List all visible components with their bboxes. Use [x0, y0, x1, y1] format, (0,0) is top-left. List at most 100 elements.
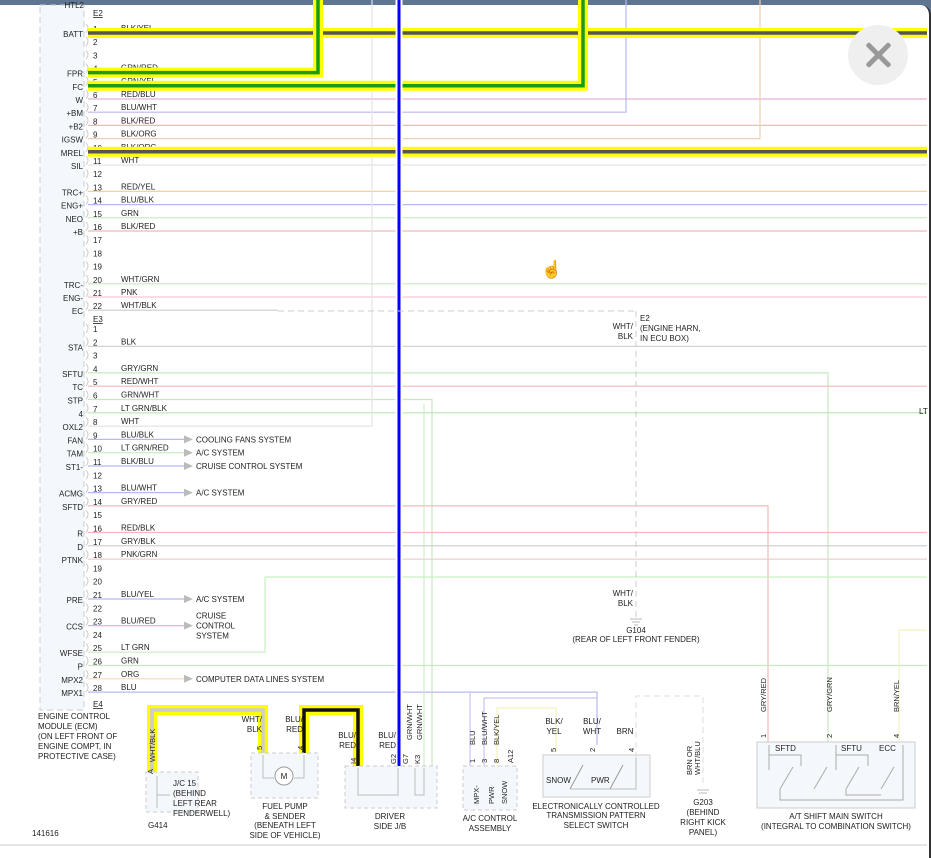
fuel-pump-sender: M WHT/ BLK BLU/ RED 5 4 FUEL PUMP & SEND… — [242, 715, 321, 840]
pin-row: 20 — [85, 576, 102, 587]
pin-row: 9 BLK/ORG IGSW — [62, 129, 157, 145]
pin-terminal-icon — [85, 523, 89, 533]
wire-color-label: RED/BLK — [121, 524, 156, 533]
svg-text:PWR: PWR — [591, 776, 610, 785]
svg-text:YEL: YEL — [546, 727, 562, 736]
pin-number: 14 — [93, 197, 102, 206]
system-reference-label: A/C SYSTEM — [196, 489, 245, 498]
pin-number: 25 — [93, 644, 102, 653]
pin-terminal-icon — [85, 576, 89, 587]
system-reference-label: CRUISE CONTROL SYSTEM — [196, 462, 303, 471]
close-button[interactable] — [848, 25, 908, 85]
svg-text:1: 1 — [468, 759, 477, 763]
svg-text:BLU/: BLU/ — [583, 717, 602, 726]
pin-function-label: ST1- — [66, 463, 84, 472]
connector-e3: E3 — [93, 315, 103, 324]
pin-number: 6 — [93, 392, 98, 401]
wire-color-label: BLU/RED — [121, 617, 156, 626]
svg-text:G7: G7 — [401, 754, 410, 764]
system-reference-label: CRUISE — [196, 612, 226, 621]
pin-number: 26 — [93, 658, 102, 667]
driver-side-junction-block: BLU/ RED BLU/ RED GRN/WHT GRN/WHT I4 G2 … — [338, 704, 438, 831]
pin-number: 19 — [93, 564, 102, 573]
pin-function-label: TRC- — [64, 281, 83, 290]
svg-text:1: 1 — [759, 734, 768, 738]
pin-row: 14 BLU/BLK ENG+ — [61, 195, 155, 211]
wire-color-label: GRN/WHT — [121, 391, 159, 400]
wire-color-label: BLU/YEL — [121, 590, 154, 599]
pin-terminal-icon — [85, 536, 89, 547]
system-reference-label: A/C SYSTEM — [196, 449, 245, 458]
svg-text:BLK/: BLK/ — [545, 717, 563, 726]
pin-function-label: NEO — [66, 215, 83, 224]
pin-terminal-icon — [85, 443, 89, 454]
connector-e2: E2 — [93, 9, 103, 18]
pin-terminal-icon — [85, 261, 89, 271]
wire — [88, 0, 373, 427]
svg-text:DRIVER: DRIVER — [375, 812, 405, 821]
connector-e4: E4 — [93, 700, 103, 709]
pin-function-label: CCS — [66, 623, 83, 632]
pin-terminal-icon — [85, 248, 89, 258]
pin-function-label: SFTU — [62, 370, 83, 379]
svg-text:SELECT SWITCH: SELECT SWITCH — [564, 821, 629, 830]
svg-text:4: 4 — [627, 748, 636, 752]
pin-number: 15 — [93, 511, 102, 520]
pin-row: 6 GRN/WHT STP — [67, 390, 159, 406]
wire — [88, 576, 927, 653]
pin-row: 26 GRN P — [78, 656, 139, 672]
pin-row: 11 WHT SIL — [71, 155, 139, 171]
pin-terminal-icon — [85, 116, 89, 126]
wire-color-label: WHT/BLK — [121, 301, 157, 310]
svg-text:GRY/RED: GRY/RED — [759, 677, 768, 712]
junction-connector-jc15: WHT/BLK A J/C 15 (BEHIND LEFT REAR FENDE… — [145, 729, 231, 830]
pin-number: 15 — [93, 210, 102, 219]
svg-text:(ENGINE HARN,: (ENGINE HARN, — [640, 324, 700, 333]
ground-icon — [697, 789, 709, 794]
arrow-icon — [184, 448, 193, 457]
ecm-name: ENGINE CONTROL MODULE (ECM) (ON LEFT FRO… — [38, 712, 117, 761]
pin-row: 4 GRY/GRN SFTU — [62, 363, 158, 379]
pin-row: 9 BLU/BLK FAN — [67, 430, 155, 445]
svg-text:RIGHT KICK: RIGHT KICK — [680, 818, 726, 827]
pin-row: 15 — [85, 509, 102, 520]
svg-text:2: 2 — [588, 748, 597, 752]
svg-text:BLU/WHT: BLU/WHT — [480, 711, 489, 745]
highlighted-wire-core — [88, 0, 585, 88]
pin-number: 7 — [93, 104, 98, 113]
pin-number: 24 — [93, 631, 102, 640]
pin-row: 16 RED/BLK R — [77, 523, 156, 539]
ground-g104: WHT/ BLK G104 (REAR OF LEFT FRONT FENDER… — [572, 589, 700, 644]
pin-terminal-icon — [85, 350, 89, 360]
svg-text:BLK: BLK — [618, 332, 634, 341]
svg-text:FENDERWELL): FENDERWELL) — [173, 809, 231, 818]
pin-row: 17 — [85, 234, 102, 245]
pin-function-label: W — [75, 96, 83, 105]
svg-text:BRN: BRN — [617, 727, 634, 736]
wire — [88, 691, 598, 745]
wire-color-label: RED/YEL — [121, 182, 156, 191]
wire-color-label: GRN — [121, 657, 139, 666]
pin-terminal-icon — [85, 323, 89, 334]
svg-text:G203: G203 — [693, 798, 713, 807]
wire — [88, 505, 769, 742]
pin-function-label: ACMG — [59, 490, 83, 499]
ecm-cut-label: HTL2 — [64, 1, 84, 10]
svg-text:SIDE OF VEHICLE): SIDE OF VEHICLE) — [249, 831, 320, 840]
svg-text:GRN/WHT: GRN/WHT — [415, 704, 424, 740]
svg-text:GRN/WHT: GRN/WHT — [405, 704, 414, 740]
pin-number: 18 — [93, 249, 102, 258]
pin-number: 2 — [93, 38, 98, 47]
svg-text:4: 4 — [296, 746, 305, 750]
svg-text:WHT/: WHT/ — [613, 589, 634, 598]
motor-icon — [274, 766, 294, 786]
highlighted-wire-core — [302, 708, 360, 768]
wire-color-label: LT GRN/RED — [121, 444, 169, 453]
pin-row: 17 GRY/BLK D — [77, 536, 156, 552]
pin-terminal-icon — [85, 336, 89, 347]
pin-terminal-icon — [85, 682, 89, 693]
pin-row: 22 — [85, 602, 102, 613]
etc-pattern-select-switch: BLK/ YEL BLU/ WHT BRN 5 2 4 SNOW PWR ELE… — [532, 717, 660, 830]
svg-text:E2: E2 — [640, 314, 650, 323]
pin-row: 5 RED/WHT TC — [72, 376, 158, 392]
